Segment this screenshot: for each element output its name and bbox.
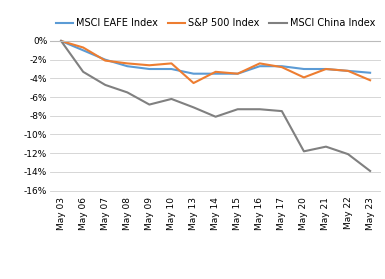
MSCI China Index (169, 97, 174, 101)
S&P 500 Index (346, 69, 350, 73)
MSCI China Index (103, 83, 107, 86)
MSCI EAFE Index (213, 72, 218, 75)
S&P 500 Index (81, 46, 85, 49)
MSCI China Index (81, 70, 85, 73)
MSCI EAFE Index (324, 67, 328, 71)
S&P 500 Index (258, 62, 262, 65)
MSCI EAFE Index (258, 64, 262, 68)
S&P 500 Index (213, 70, 218, 73)
Line: S&P 500 Index: S&P 500 Index (61, 41, 370, 83)
MSCI EAFE Index (81, 49, 85, 52)
Line: MSCI China Index: MSCI China Index (61, 41, 370, 171)
MSCI China Index (125, 91, 130, 94)
S&P 500 Index (59, 39, 64, 43)
S&P 500 Index (235, 72, 240, 75)
S&P 500 Index (125, 62, 130, 65)
MSCI EAFE Index (125, 64, 130, 68)
MSCI EAFE Index (346, 69, 350, 73)
MSCI China Index (213, 115, 218, 118)
Line: MSCI EAFE Index: MSCI EAFE Index (61, 41, 370, 74)
MSCI EAFE Index (235, 72, 240, 75)
MSCI EAFE Index (301, 67, 306, 71)
S&P 500 Index (103, 59, 107, 62)
MSCI China Index (301, 150, 306, 153)
MSCI China Index (368, 169, 372, 173)
S&P 500 Index (191, 81, 196, 85)
MSCI EAFE Index (147, 67, 152, 71)
S&P 500 Index (368, 79, 372, 82)
MSCI China Index (258, 108, 262, 111)
S&P 500 Index (280, 66, 284, 69)
MSCI EAFE Index (169, 67, 174, 71)
MSCI EAFE Index (191, 72, 196, 75)
MSCI China Index (346, 152, 350, 156)
S&P 500 Index (147, 64, 152, 67)
MSCI EAFE Index (368, 71, 372, 74)
MSCI China Index (191, 106, 196, 109)
Legend: MSCI EAFE Index, S&P 500 Index, MSCI China Index: MSCI EAFE Index, S&P 500 Index, MSCI Chi… (56, 18, 375, 28)
MSCI EAFE Index (59, 39, 64, 43)
MSCI China Index (59, 39, 64, 43)
S&P 500 Index (324, 67, 328, 71)
MSCI EAFE Index (103, 58, 107, 61)
MSCI China Index (147, 103, 152, 106)
S&P 500 Index (301, 76, 306, 79)
MSCI China Index (324, 145, 328, 148)
MSCI China Index (235, 108, 240, 111)
MSCI EAFE Index (280, 64, 284, 68)
S&P 500 Index (169, 62, 174, 65)
MSCI China Index (280, 109, 284, 113)
